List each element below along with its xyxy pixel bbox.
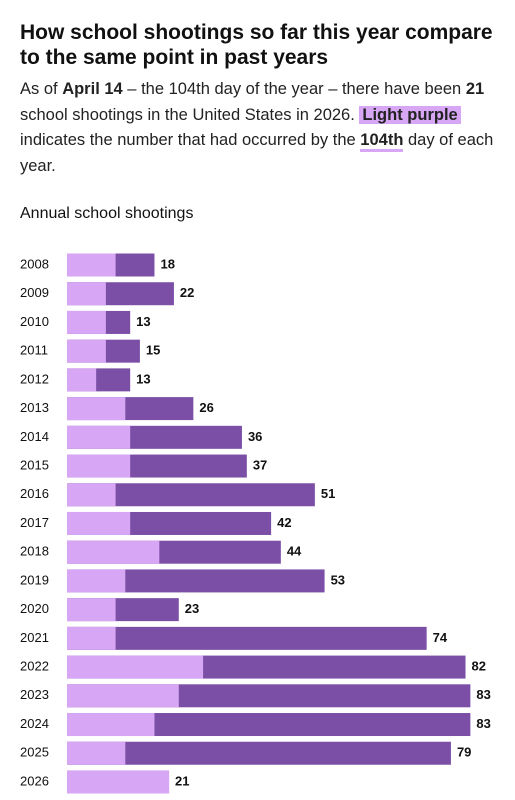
- bar: [67, 626, 116, 650]
- bar: [67, 282, 106, 306]
- bar: [67, 425, 131, 449]
- value-label: 74: [433, 630, 448, 645]
- y-tick-label: 2025: [20, 745, 49, 760]
- chart-title: How school shootings so far this year co…: [20, 21, 493, 69]
- bar: [67, 483, 116, 507]
- subtitle-highlight: Light purple: [359, 105, 461, 124]
- y-tick-label: 2024: [20, 716, 49, 731]
- value-label: 15: [146, 343, 160, 358]
- value-label: 26: [199, 400, 213, 415]
- bar: [67, 684, 179, 708]
- bar: [67, 770, 170, 794]
- y-tick-label: 2011: [20, 343, 48, 358]
- value-label: 83: [476, 687, 490, 702]
- y-tick-label: 2010: [20, 314, 49, 329]
- value-label: 22: [180, 285, 194, 300]
- bar: [67, 483, 315, 507]
- value-label: 36: [248, 429, 262, 444]
- bar: [67, 397, 126, 421]
- bar: [67, 713, 471, 737]
- value-label: 13: [136, 314, 150, 329]
- y-tick-label: 2018: [20, 544, 49, 559]
- subtitle-text: As of: [20, 80, 63, 98]
- bar: [67, 454, 131, 478]
- bar: [67, 741, 451, 765]
- value-label: 53: [331, 572, 345, 587]
- y-tick-label: 2019: [20, 572, 49, 587]
- bar: [67, 655, 204, 679]
- bar: [67, 540, 160, 564]
- subtitle-text: April 14: [62, 80, 123, 98]
- value-label: 18: [160, 256, 174, 271]
- bar: [67, 368, 97, 392]
- y-tick-label: 2013: [20, 400, 49, 415]
- y-tick-label: 2023: [20, 687, 49, 702]
- subtitle-text: – the 104th day of the year – there have…: [122, 80, 466, 98]
- bar: [67, 569, 126, 593]
- bar: [67, 569, 325, 593]
- subtitle-text: 21: [465, 80, 485, 98]
- bar: [67, 741, 126, 765]
- y-tick-label: 2008: [20, 256, 49, 271]
- y-tick-label: 2022: [20, 659, 49, 674]
- value-label: 21: [175, 773, 189, 788]
- value-label: 51: [321, 486, 335, 501]
- bar: [67, 310, 106, 334]
- bar: [67, 339, 106, 363]
- y-tick-label: 2020: [20, 601, 49, 616]
- chart: 2008 18 2009 22 2010 13 2011 15 2012 13 2013 26 2014…: [20, 253, 491, 794]
- value-label: 13: [136, 371, 150, 386]
- chart-subtitle: Annual school shootings: [20, 205, 194, 222]
- bar: [67, 713, 155, 737]
- value-label: 44: [287, 544, 302, 559]
- bar: [67, 253, 116, 277]
- bar: [67, 511, 131, 535]
- y-tick-label: 2021: [20, 630, 49, 645]
- subtitle: As of April 14 – the 104th day of the ye…: [20, 77, 500, 179]
- value-label: 83: [476, 716, 490, 731]
- y-tick-label: 2017: [20, 515, 49, 530]
- y-tick-label: 2012: [20, 371, 49, 386]
- y-tick-label: 2014: [20, 429, 49, 444]
- y-tick-label: 2009: [20, 285, 49, 300]
- subtitle-text: school shootings in the United States in…: [20, 105, 360, 124]
- value-label: 42: [277, 515, 291, 530]
- subtitle-text: day of each year.: [20, 131, 494, 175]
- y-tick-label: 2026: [20, 773, 49, 788]
- bar: [67, 626, 427, 650]
- value-label: 82: [472, 659, 486, 674]
- y-tick-label: 2016: [20, 486, 49, 501]
- value-label: 23: [185, 601, 199, 616]
- bar: [67, 598, 116, 622]
- value-label: 79: [457, 745, 471, 760]
- value-label: 37: [253, 457, 267, 472]
- subtitle-highlight: 104th: [360, 131, 404, 152]
- subtitle-text: indicates the number that had occurred b…: [20, 131, 361, 149]
- y-tick-label: 2015: [20, 457, 49, 472]
